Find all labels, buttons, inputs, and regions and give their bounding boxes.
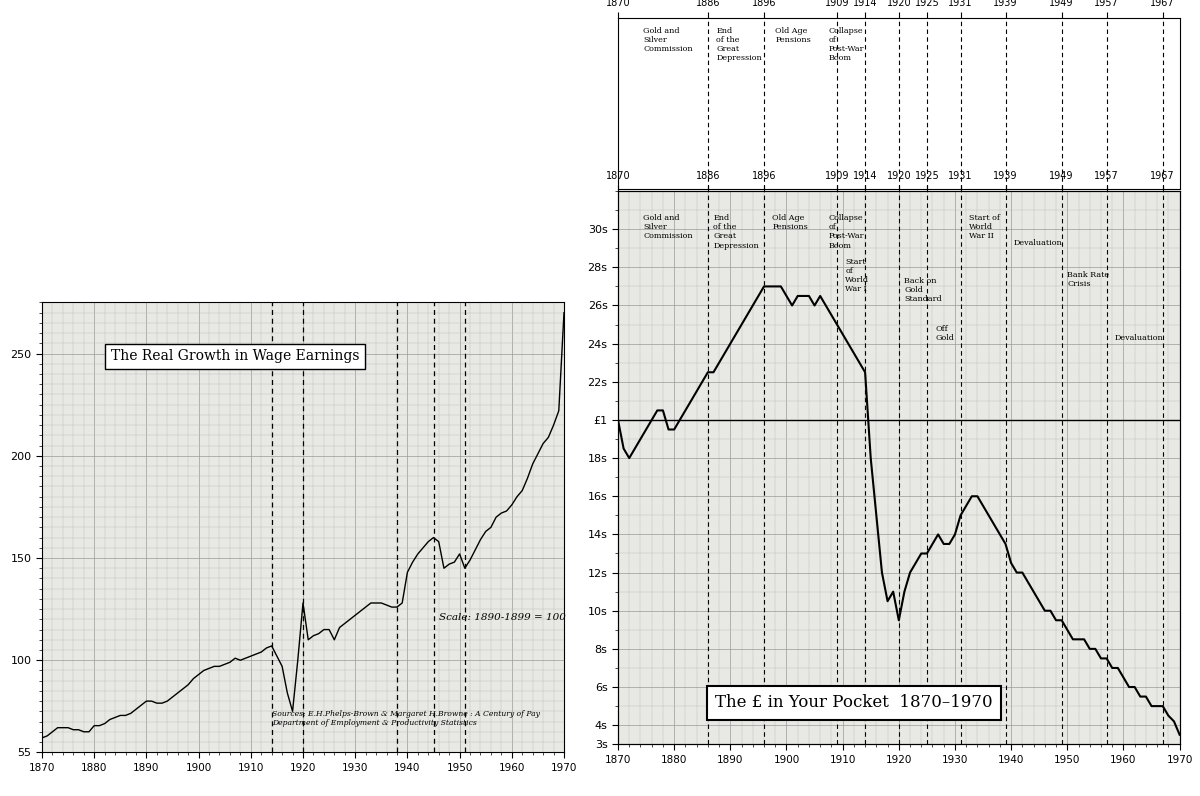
Text: Collapse
of
Post-War
Boom: Collapse of Post-War Boom [829, 214, 864, 249]
Text: The £ in Your Pocket  1870–1970: The £ in Your Pocket 1870–1970 [715, 694, 992, 712]
Text: Collapse
of
Post-War
Boom: Collapse of Post-War Boom [829, 27, 864, 62]
Text: Sources: E.H.Phelps-Brown & Margaret H.Browne : A Century of Pay
Department of E: Sources: E.H.Phelps-Brown & Margaret H.B… [271, 710, 540, 728]
Text: Back on
Gold
Standard: Back on Gold Standard [905, 277, 942, 303]
Text: Start of
World
War II: Start of World War II [970, 214, 1000, 240]
Text: Devaluation: Devaluation [1115, 334, 1164, 342]
Text: Devaluation: Devaluation [1014, 239, 1063, 247]
Text: End
of the
Great
Depression: End of the Great Depression [714, 214, 760, 249]
Text: End
of the
Great
Depression: End of the Great Depression [716, 27, 762, 62]
Text: Scale: 1890-1899 = 100: Scale: 1890-1899 = 100 [439, 613, 565, 622]
Text: The Real Growth in Wage Earnings: The Real Growth in Wage Earnings [110, 349, 359, 364]
Text: Old Age
Pensions: Old Age Pensions [773, 214, 808, 231]
Text: Gold and
Silver
Commission: Gold and Silver Commission [643, 27, 692, 53]
Text: Start
of
World
War I: Start of World War I [846, 258, 870, 294]
Text: Old Age
Pensions: Old Age Pensions [775, 27, 811, 44]
Text: Gold and
Silver
Commission: Gold and Silver Commission [643, 214, 692, 240]
Text: Bank Rate
Crisis: Bank Rate Crisis [1067, 271, 1110, 288]
Text: Off
Gold: Off Gold [935, 325, 954, 341]
